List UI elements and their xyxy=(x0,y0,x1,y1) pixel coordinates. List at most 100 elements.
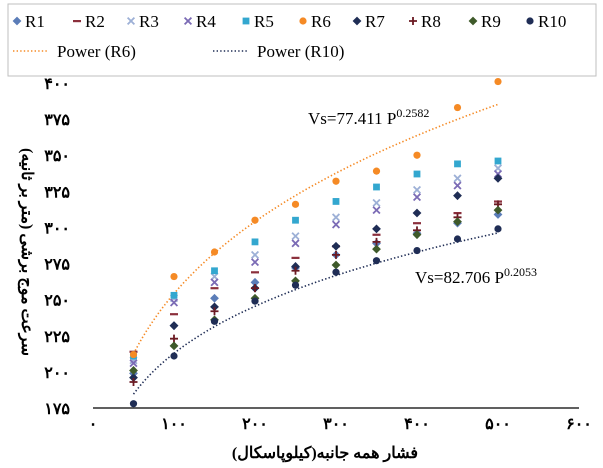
legend-marker xyxy=(242,17,250,25)
y-tick-label: ۲۲۵ xyxy=(44,329,70,346)
data-point xyxy=(210,307,219,316)
data-point xyxy=(210,317,219,325)
x-tick-label: ۳۰۰ xyxy=(323,416,349,433)
series-r10 xyxy=(129,225,502,408)
data-point xyxy=(170,291,178,299)
data-point xyxy=(170,272,178,281)
data-point xyxy=(413,170,421,178)
data-point xyxy=(250,258,260,267)
series-r8 xyxy=(129,200,502,386)
legend-marker xyxy=(183,16,193,26)
data-point xyxy=(372,198,381,207)
x-tick-label: ۰ xyxy=(89,416,98,433)
data-point xyxy=(412,230,422,240)
data-point xyxy=(494,157,502,165)
legend-label: R4 xyxy=(196,12,216,31)
data-point xyxy=(332,250,340,259)
data-points xyxy=(129,77,503,408)
legend-marker xyxy=(526,17,534,25)
legend-item-r8: R8 xyxy=(409,12,441,31)
legend-marker xyxy=(126,16,136,26)
x-tick-label: ۱۰۰ xyxy=(161,416,187,433)
data-point xyxy=(291,281,300,289)
data-point xyxy=(453,181,462,190)
data-point xyxy=(493,205,503,215)
data-point xyxy=(291,239,300,248)
equation-annotation-r6: Vs=77.411 P0.2582 xyxy=(308,106,429,128)
data-point xyxy=(291,232,300,241)
legend-label: R7 xyxy=(365,12,385,31)
data-point xyxy=(453,191,462,201)
data-point xyxy=(453,103,462,112)
series-r9 xyxy=(129,205,503,375)
data-point xyxy=(372,257,381,265)
legend-label: R6 xyxy=(311,12,331,31)
data-point xyxy=(291,200,300,208)
legend: R1 R2 R3 R4 R5 R6 R7 R8 R9 R10 Power (R6) Power (R1… xyxy=(7,3,597,77)
data-point xyxy=(129,373,138,383)
y-tick-label: ۳۰۰ xyxy=(44,220,70,237)
data-point xyxy=(494,225,502,233)
data-point xyxy=(332,268,340,276)
data-point xyxy=(331,213,341,222)
x-axis-title: فشار همه جانبه(کیلوپاسکال) xyxy=(232,445,418,463)
data-point xyxy=(412,208,422,218)
data-point xyxy=(493,173,503,183)
trendline-r10 xyxy=(132,232,499,395)
y-tick-labels: ۱۷۵ ۲۰۰ ۲۲۵ ۲۵۰ ۲۷۵ ۳۰۰ ۳۲۵ ۳۵۰ ۳۷۵ ۴۰۰ xyxy=(44,76,70,418)
y-tick-label: ۲۰۰ xyxy=(44,365,70,382)
data-point xyxy=(169,321,179,331)
data-point xyxy=(169,298,179,307)
plot-area: ۰ ۱۰۰ ۲۰۰ ۳۰۰ ۴۰۰ ۵۰۰ ۶۰۰ ۱۷۵ ۲۰۰ ۲۲۵ ۲۵۰ ۲۷۵ ۳۰۰ ۳۲… xyxy=(44,76,592,433)
x-tick-label: ۶۰۰ xyxy=(566,416,592,433)
data-point xyxy=(250,277,260,287)
data-point xyxy=(170,352,178,360)
trendlines xyxy=(132,103,499,395)
data-point xyxy=(129,366,138,375)
data-point xyxy=(210,302,219,312)
data-point xyxy=(170,313,178,316)
data-point xyxy=(291,266,300,275)
data-point xyxy=(454,160,461,168)
legend-marker xyxy=(73,20,81,23)
legend-marker xyxy=(409,17,417,25)
legend-item-r7: R7 xyxy=(352,12,385,31)
legend-item-power-r10: Power (R10) xyxy=(213,42,344,61)
legend-label: R1 xyxy=(25,12,45,31)
data-point xyxy=(129,359,138,368)
data-point xyxy=(412,185,422,194)
data-point xyxy=(373,183,380,191)
series-r6 xyxy=(129,77,502,359)
legend-item-r10: R10 xyxy=(526,12,566,31)
series-r5 xyxy=(130,157,502,360)
legend-label: Power (R6) xyxy=(57,42,136,61)
legend-marker xyxy=(12,16,22,26)
series-r1 xyxy=(129,210,503,378)
y-tick-label: ۲۷۵ xyxy=(44,257,70,274)
legend-item-power-r6: Power (R6) xyxy=(13,42,136,61)
data-point xyxy=(331,220,341,229)
data-point xyxy=(453,217,462,227)
data-point xyxy=(331,260,341,270)
data-point xyxy=(291,256,300,259)
y-tick-label: ۲۵۰ xyxy=(44,293,70,310)
data-point xyxy=(372,237,381,246)
data-point xyxy=(251,271,259,274)
data-point xyxy=(210,278,219,287)
legend-item-r4: R4 xyxy=(183,12,216,31)
legend-label: R3 xyxy=(139,12,159,31)
data-point xyxy=(129,350,138,359)
legend-item-r2: R2 xyxy=(73,12,105,31)
series-r3 xyxy=(129,164,503,365)
legend-marker xyxy=(299,17,307,25)
legend-item-r3: R3 xyxy=(126,12,159,31)
data-point xyxy=(210,287,219,290)
data-point xyxy=(291,262,300,271)
legend-item-r5: R5 xyxy=(242,12,274,31)
legend-item-r9: R9 xyxy=(468,12,501,31)
data-point xyxy=(372,244,381,254)
data-point xyxy=(129,378,138,386)
legend-label: R5 xyxy=(254,12,274,31)
data-point xyxy=(250,250,260,259)
data-point xyxy=(494,77,502,86)
